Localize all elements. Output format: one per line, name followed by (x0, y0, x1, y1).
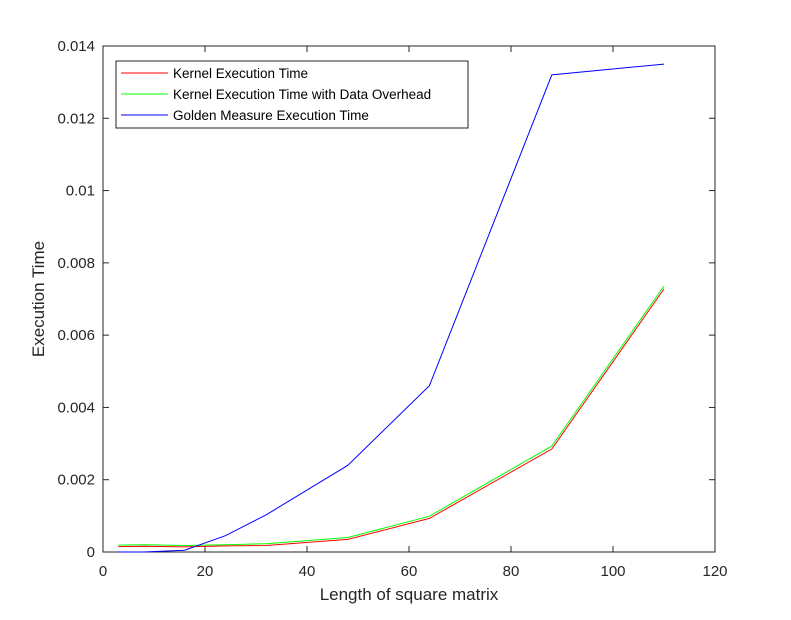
x-tick-label: 60 (401, 563, 418, 580)
series-line-kernel-execution-time-with-data-overhead (118, 285, 665, 547)
y-tick-label: 0.008 (57, 255, 95, 272)
y-tick-label: 0.01 (66, 183, 95, 200)
y-tick-label: 0 (87, 544, 95, 561)
legend: Kernel Execution Time Kernel Execution Ti… (115, 60, 469, 129)
y-tick-label: 0.004 (57, 399, 95, 416)
axis-ticks: 0 20 40 60 80 100 120 0 0.002 0.004 0.006 0.008 0.01… (57, 38, 727, 580)
y-tick-label: 0.012 (57, 110, 95, 127)
plot-area (102, 45, 716, 553)
axes-frame (102, 45, 716, 553)
x-tick-label: 120 (702, 563, 727, 580)
x-axis-label: Length of square matrix (320, 585, 499, 604)
x-tick-label: 20 (197, 563, 214, 580)
y-tick-label: 0.002 (57, 472, 95, 489)
x-tick-label: 80 (503, 563, 520, 580)
series-lines (118, 63, 665, 553)
legend-label: Golden Measure Execution Time (173, 108, 369, 123)
y-tick-label: 0.014 (57, 38, 95, 55)
legend-label: Kernel Execution Time (173, 66, 308, 81)
y-tick-label: 0.006 (57, 327, 95, 344)
legend-box (115, 60, 469, 129)
y-axis-label: Execution Time (29, 241, 48, 357)
x-tick-label: 100 (600, 563, 625, 580)
legend-label: Kernel Execution Time with Data Overhead (173, 87, 431, 102)
x-tick-label: 40 (299, 563, 316, 580)
x-tick-label: 0 (99, 563, 107, 580)
series-line-golden-measure-execution-time (118, 63, 665, 553)
series-line-kernel-execution-time (118, 288, 665, 548)
